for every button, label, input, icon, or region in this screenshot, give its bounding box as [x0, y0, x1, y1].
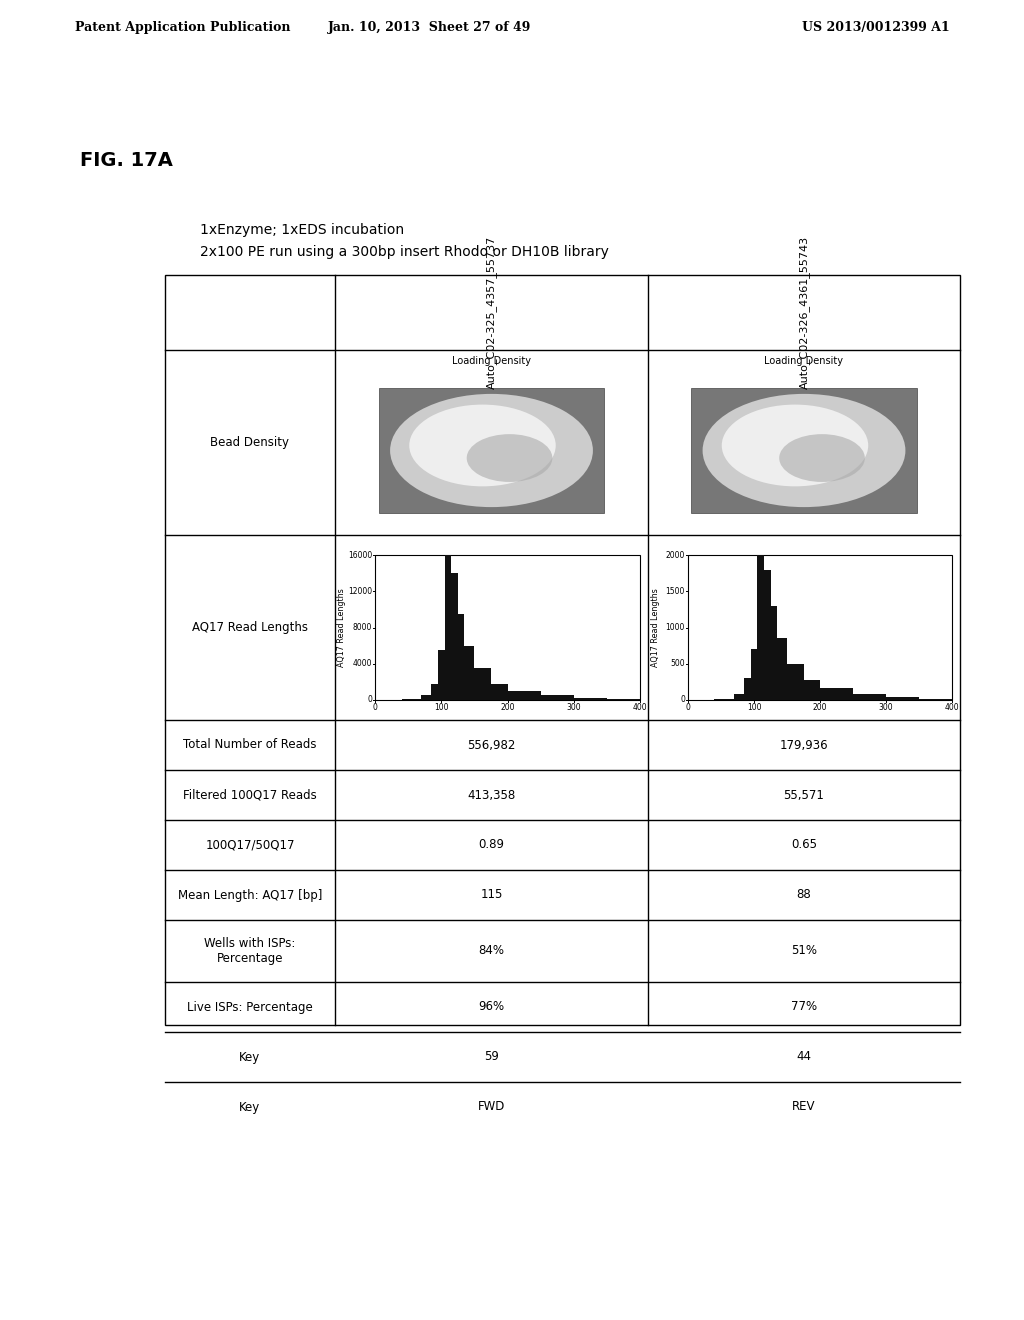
Bar: [688, 554, 952, 700]
Ellipse shape: [722, 405, 868, 486]
Text: 16000: 16000: [348, 550, 372, 560]
Text: Jan. 10, 2013  Sheet 27 of 49: Jan. 10, 2013 Sheet 27 of 49: [329, 21, 531, 34]
Text: 100Q17/50Q17: 100Q17/50Q17: [205, 838, 295, 851]
Text: 0: 0: [373, 704, 378, 711]
Text: 88: 88: [797, 888, 811, 902]
Ellipse shape: [467, 434, 552, 482]
Text: Bead Density: Bead Density: [211, 436, 290, 449]
Text: Live ISPs: Percentage: Live ISPs: Percentage: [187, 1001, 313, 1014]
Bar: [744, 678, 751, 700]
Text: 1500: 1500: [666, 587, 685, 595]
Text: 44: 44: [797, 1051, 811, 1064]
Text: 100: 100: [746, 704, 761, 711]
Text: 115: 115: [480, 888, 503, 902]
Text: Mean Length: AQ17 [bp]: Mean Length: AQ17 [bp]: [178, 888, 323, 902]
Bar: [490, 684, 508, 700]
Text: 0: 0: [685, 704, 690, 711]
Bar: [444, 554, 452, 700]
Bar: [770, 606, 777, 700]
Bar: [691, 388, 916, 513]
Text: 400: 400: [945, 704, 959, 711]
Bar: [573, 698, 607, 700]
Bar: [758, 554, 764, 700]
Text: US 2013/0012399 A1: US 2013/0012399 A1: [802, 21, 950, 34]
Ellipse shape: [410, 405, 556, 486]
Text: 179,936: 179,936: [779, 738, 828, 751]
Ellipse shape: [390, 393, 593, 507]
Text: Loading Density: Loading Density: [452, 356, 531, 366]
Bar: [379, 388, 604, 513]
Bar: [452, 573, 458, 700]
Bar: [541, 696, 573, 700]
Text: 1000: 1000: [666, 623, 685, 632]
Bar: [853, 694, 886, 700]
Text: 8000: 8000: [352, 623, 372, 632]
Bar: [751, 649, 758, 700]
Text: FWD: FWD: [478, 1101, 505, 1114]
Bar: [734, 694, 744, 700]
Bar: [465, 645, 474, 700]
Text: Total Number of Reads: Total Number of Reads: [183, 738, 316, 751]
Text: 0: 0: [680, 696, 685, 705]
Text: 300: 300: [879, 704, 893, 711]
Text: FIG. 17A: FIG. 17A: [80, 150, 173, 169]
Bar: [458, 614, 465, 700]
Text: 51%: 51%: [791, 945, 817, 957]
Text: REV: REV: [793, 1101, 816, 1114]
Ellipse shape: [779, 434, 865, 482]
Text: Loading Density: Loading Density: [765, 356, 844, 366]
Text: 2x100 PE run using a 300bp insert Rhodo or DH10B library: 2x100 PE run using a 300bp insert Rhodo …: [200, 246, 609, 259]
Text: Auto_C02-325_4357_55737: Auto_C02-325_4357_55737: [486, 236, 497, 389]
Text: 55,571: 55,571: [783, 788, 824, 801]
Text: 556,982: 556,982: [467, 738, 516, 751]
Text: 84%: 84%: [478, 945, 505, 957]
Text: 2000: 2000: [666, 550, 685, 560]
Text: 1xEnzyme; 1xEDS incubation: 1xEnzyme; 1xEDS incubation: [200, 223, 404, 238]
Bar: [165, 275, 961, 1026]
Text: Key: Key: [240, 1101, 261, 1114]
Bar: [421, 696, 431, 700]
Text: AQ17 Read Lengths: AQ17 Read Lengths: [650, 589, 659, 667]
Text: 4000: 4000: [352, 659, 372, 668]
Text: AQ17 Read Lengths: AQ17 Read Lengths: [338, 589, 346, 667]
Text: 413,358: 413,358: [467, 788, 516, 801]
Bar: [764, 569, 770, 700]
Text: 500: 500: [671, 659, 685, 668]
Text: Auto_C02-326_4361_55743: Auto_C02-326_4361_55743: [799, 236, 809, 389]
Text: Filtered 100Q17 Reads: Filtered 100Q17 Reads: [183, 788, 316, 801]
Text: 96%: 96%: [478, 1001, 505, 1014]
Text: 200: 200: [501, 704, 515, 711]
Bar: [787, 664, 804, 700]
Text: 100: 100: [434, 704, 449, 711]
Bar: [474, 668, 490, 700]
Bar: [820, 689, 853, 700]
Text: 59: 59: [484, 1051, 499, 1064]
Text: 0.65: 0.65: [791, 838, 817, 851]
Text: 300: 300: [566, 704, 581, 711]
Text: Patent Application Publication: Patent Application Publication: [75, 21, 291, 34]
Text: 400: 400: [633, 704, 647, 711]
Text: 200: 200: [813, 704, 827, 711]
Bar: [886, 697, 919, 700]
Text: 12000: 12000: [348, 587, 372, 595]
Bar: [431, 684, 438, 700]
Text: 0: 0: [368, 696, 372, 705]
Bar: [777, 639, 787, 700]
Text: Wells with ISPs:
Percentage: Wells with ISPs: Percentage: [205, 937, 296, 965]
Text: 0.89: 0.89: [478, 838, 505, 851]
Text: 77%: 77%: [791, 1001, 817, 1014]
Bar: [715, 698, 734, 700]
Text: Key: Key: [240, 1051, 261, 1064]
Text: AQ17 Read Lengths: AQ17 Read Lengths: [193, 620, 308, 634]
Bar: [375, 554, 640, 700]
Bar: [438, 651, 444, 700]
Bar: [804, 680, 820, 700]
Ellipse shape: [702, 393, 905, 507]
Bar: [508, 690, 541, 700]
